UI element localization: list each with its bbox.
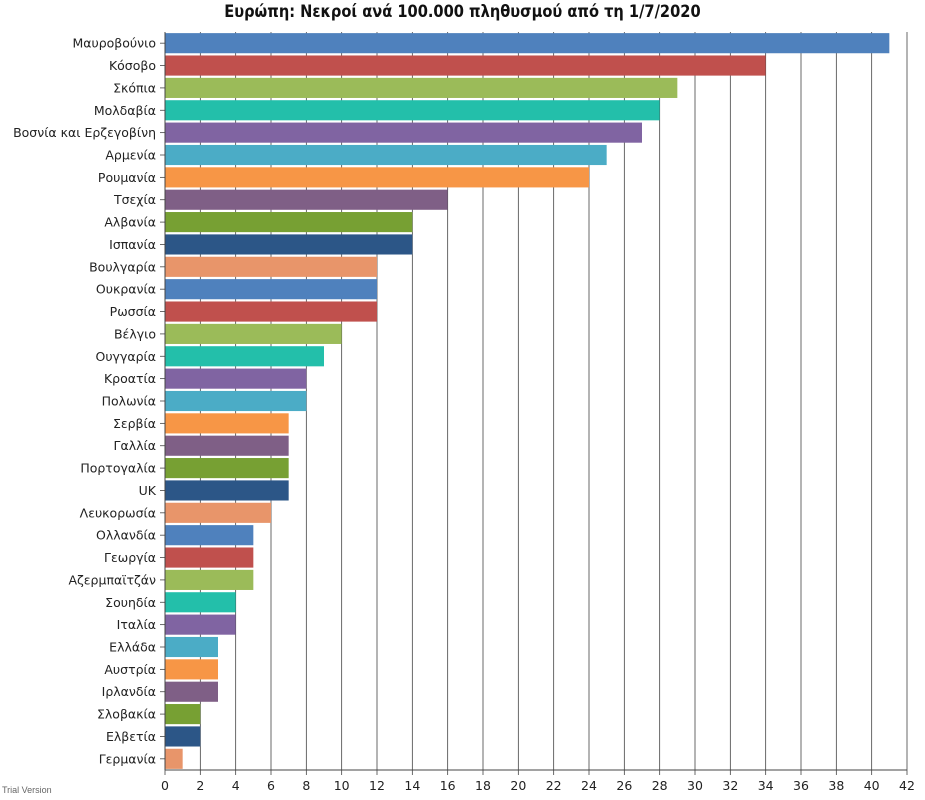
bar [165,390,307,412]
category-label: Τσεχία [113,192,156,207]
bar [165,592,236,613]
bar [165,726,201,747]
bar [165,122,642,143]
x-tick-label: 8 [302,778,310,793]
category-label: UK [139,483,157,498]
category-label: Μαυροβούνιο [72,36,156,51]
x-tick-label: 38 [828,778,844,793]
bar [165,77,678,98]
x-tick-label: 2 [196,778,204,793]
bar [165,458,289,479]
category-label: Γαλλία [114,438,156,453]
x-tick-label: 12 [369,778,385,793]
bar [165,525,254,546]
x-tick-label: 18 [475,778,491,793]
axes [160,32,908,775]
bar [165,704,201,725]
bar [165,301,377,322]
category-label: Αρμενία [105,148,156,163]
bar [165,480,289,501]
category-label: Βέλγιο [114,326,156,341]
x-tick-label: 36 [793,778,809,793]
category-label: Ολλανδία [96,528,156,543]
bar [165,502,271,523]
x-tick-label: 24 [581,778,597,793]
bar [165,100,660,121]
bar [165,636,218,658]
bar [165,256,377,277]
bar [165,346,324,367]
bar [165,368,307,389]
category-label: Γερμανία [99,751,156,766]
category-label: Ρωσσία [110,304,156,319]
bar [165,144,607,166]
category-label: Αζερμπαϊτζάν [68,572,156,587]
category-label: Αλβανία [104,215,156,230]
category-label: Κροατία [104,371,156,386]
category-label: Ισπανία [109,237,156,252]
bar [165,435,289,456]
bar [165,55,766,76]
bar [165,323,342,344]
bar [165,614,236,635]
category-label: Πολωνία [102,394,156,409]
trial-version-watermark: Trial Version [2,785,52,795]
x-tick-label: 10 [334,778,350,793]
category-label: Πορτογαλία [80,461,156,476]
x-tick-label: 28 [652,778,668,793]
bar [165,547,254,568]
x-tick-label: 32 [722,778,738,793]
category-label: Ρουμανία [98,170,156,185]
bar [165,659,218,680]
x-tick-label: 22 [546,778,562,793]
category-label: Ιταλία [117,617,156,632]
x-tick-label: 20 [510,778,526,793]
category-label: Σουηδία [105,595,156,610]
bar [165,33,890,54]
x-tick-label: 14 [404,778,420,793]
category-label: Ελβετία [106,729,156,744]
bar [165,189,448,210]
bar [165,234,413,255]
bars [165,33,890,769]
x-tick-label: 26 [616,778,632,793]
x-tick-label: 40 [864,778,880,793]
x-tick-label: 16 [440,778,456,793]
category-label: Σερβία [113,416,156,431]
x-tick-label: 0 [161,778,169,793]
bar [165,212,413,233]
category-labels: Μαυροβούνιο Κόσοβο Σκόπια Μολδαβία Βοσνία κα… [13,36,157,767]
x-tick-label: 34 [758,778,774,793]
bar [165,413,289,434]
category-label: Βοσνία και Ερζεγοβίνη [13,125,156,140]
category-label: Ελλάδα [109,640,156,655]
category-label: Γεωργία [104,550,156,565]
x-tick-label: 6 [267,778,275,793]
x-tick-label: 30 [687,778,703,793]
category-label: Ουκρανία [96,282,156,297]
category-label: Αυστρία [104,662,156,677]
category-label: Ουγγαρία [95,349,156,364]
category-label: Μολδαβία [94,103,156,118]
x-tick-labels: 0 2 4 6 8 10 12 14 16 18 20 22 24 26 28 30 32 34 36 38 40 42 [161,778,915,793]
bar [165,279,377,300]
bar [165,681,218,702]
chart-title: Ευρώπη: Νεκροί ανά 100.000 πληθυσμού από… [224,2,701,22]
bar [165,569,254,590]
category-label: Κόσοβο [109,58,156,73]
x-tick-label: 4 [232,778,240,793]
bar [165,748,183,769]
category-label: Λευκορωσία [80,505,156,520]
x-tick-label: 42 [899,778,915,793]
category-label: Ιρλανδία [102,684,156,699]
category-label: Σλοβακία [97,707,156,722]
category-label: Σκόπια [113,80,156,95]
bar [165,167,589,188]
category-label: Βουλγαρία [89,259,156,274]
